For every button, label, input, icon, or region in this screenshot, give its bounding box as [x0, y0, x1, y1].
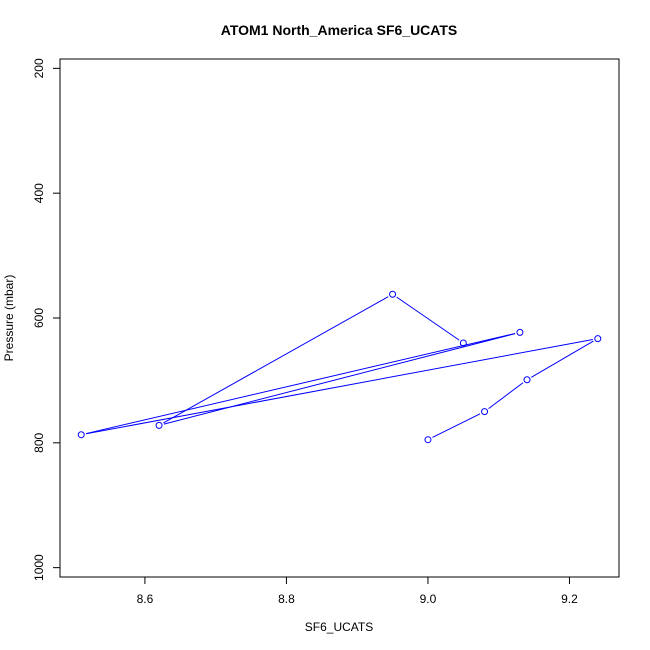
data-point [516, 328, 524, 336]
y-tick-label: 400 [32, 183, 46, 203]
x-tick-label: 8.6 [137, 592, 154, 606]
x-tick-label: 8.8 [278, 592, 295, 606]
data-point [155, 421, 163, 429]
x-tick-label: 9.2 [561, 592, 578, 606]
series-line-segment [85, 333, 516, 435]
y-tick-label: 1000 [32, 554, 46, 581]
series-line-segment [396, 296, 460, 341]
data-point [77, 431, 85, 439]
plot-area [59, 58, 620, 578]
series-line-segment [488, 382, 524, 410]
data-point [594, 335, 602, 343]
y-tick-label: 200 [32, 58, 46, 78]
series-layer [77, 290, 602, 444]
x-tick-label: 9.0 [420, 592, 437, 606]
series-line-segment [531, 340, 594, 378]
x-axis: 8.6 8.8 9.0 9.2 [137, 576, 578, 606]
series-line-segment [86, 339, 593, 435]
y-axis: 200 400 600 800 1000 [32, 58, 61, 581]
chart-title: ATOM1 North_America SF6_UCATS [221, 22, 458, 38]
y-axis-label: Pressure (mbar) [2, 275, 16, 362]
series-line-segment [432, 413, 481, 438]
data-point [523, 376, 531, 384]
data-point [389, 290, 397, 298]
series-line-segment [163, 296, 389, 424]
x-axis-label: SF6_UCATS [305, 620, 373, 634]
data-point [459, 339, 467, 347]
data-point [481, 408, 489, 416]
y-tick-label: 600 [32, 308, 46, 328]
data-point [424, 436, 432, 444]
series-line-segment [163, 333, 516, 425]
y-tick-label: 800 [32, 432, 46, 452]
